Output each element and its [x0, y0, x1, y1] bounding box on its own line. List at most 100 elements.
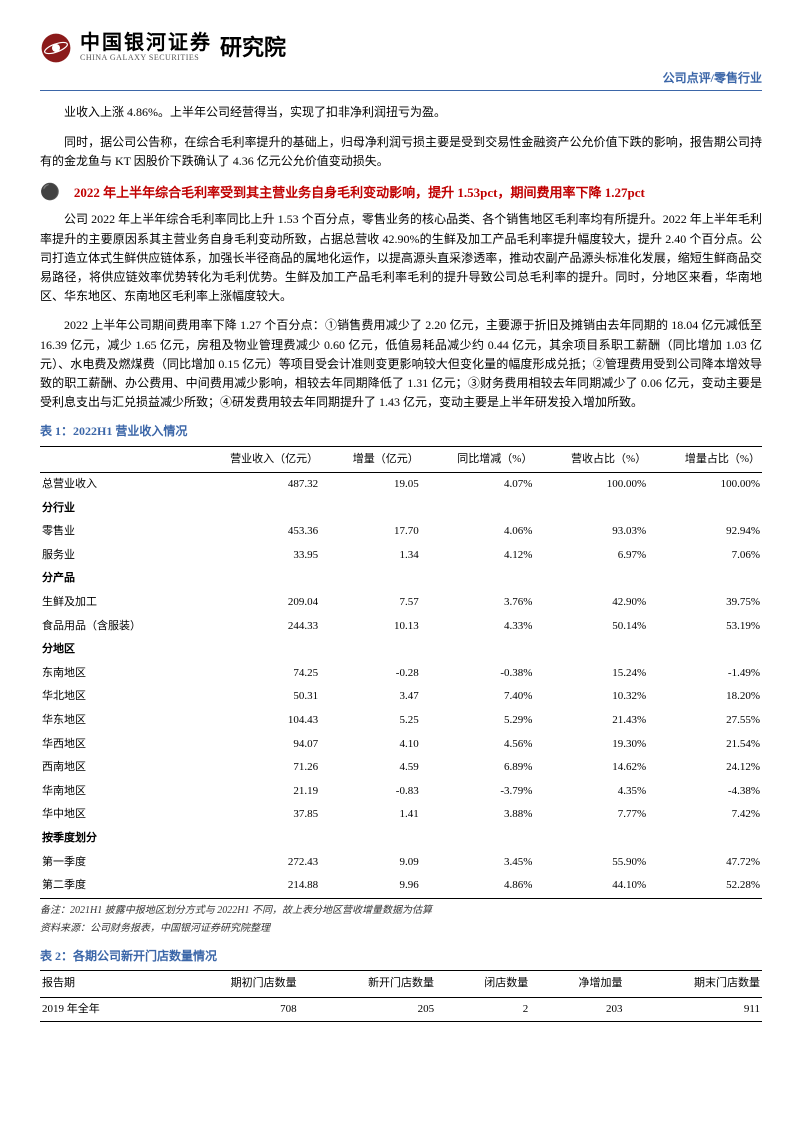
table-cell: 4.86%: [421, 874, 535, 898]
table-cell: 服务业: [40, 544, 188, 568]
table-cell: 33.95: [188, 544, 320, 568]
section-title: 2022 年上半年综合毛利率受到其主营业务自身毛利变动影响，提升 1.53pct…: [74, 183, 645, 203]
table-cell: 50.14%: [534, 615, 648, 639]
t2-col2: 新开门店数量: [299, 970, 436, 997]
table-cell: 93.03%: [534, 520, 648, 544]
table-cell: 零售业: [40, 520, 188, 544]
galaxy-logo-icon: [40, 32, 72, 64]
table-cell: -4.38%: [648, 780, 762, 804]
table-cell: 92.94%: [648, 520, 762, 544]
brand-name-cn: 中国银河证券: [80, 32, 212, 54]
table-cell: 东南地区: [40, 662, 188, 686]
table-cell: 487.32: [188, 473, 320, 497]
table-cell: 19.30%: [534, 733, 648, 757]
table-cell: 4.10: [320, 733, 421, 757]
table-cell: 总营业收入: [40, 473, 188, 497]
table-cell: 2019 年全年: [40, 997, 161, 1022]
table-cell: 14.62%: [534, 756, 648, 780]
table-cell: 4.07%: [421, 473, 535, 497]
table-cell: 272.43: [188, 851, 320, 875]
table-cell: 71.26: [188, 756, 320, 780]
table-cell: 9.96: [320, 874, 421, 898]
table-cell: 19.05: [320, 473, 421, 497]
table-cell: 214.88: [188, 874, 320, 898]
table-cell: 3.45%: [421, 851, 535, 875]
table-row: 华北地区50.313.477.40%10.32%18.20%: [40, 685, 762, 709]
table-row: 华东地区104.435.255.29%21.43%27.55%: [40, 709, 762, 733]
table-row: 华中地区37.851.413.88%7.77%7.42%: [40, 803, 762, 827]
t2-col1: 期初门店数量: [161, 970, 298, 997]
table-cell: 15.24%: [534, 662, 648, 686]
table-cell: 4.12%: [421, 544, 535, 568]
table-cell: 4.59: [320, 756, 421, 780]
table-cell: 7.40%: [421, 685, 535, 709]
table1-header-row: 营业收入（亿元） 增量（亿元） 同比增减（%） 营收占比（%） 增量占比（%）: [40, 446, 762, 473]
table-cell: 按季度划分: [40, 827, 762, 851]
table-cell: 7.06%: [648, 544, 762, 568]
table-cell: 244.33: [188, 615, 320, 639]
table-row: 第二季度214.889.964.86%44.10%52.28%: [40, 874, 762, 898]
paragraph-4: 2022 上半年公司期间费用率下降 1.27 个百分点：①销售费用减少了 2.2…: [40, 316, 762, 412]
stores-table: 报告期 期初门店数量 新开门店数量 闭店数量 净增加量 期末门店数量 2019 …: [40, 970, 762, 1022]
col-incr-share: 增量占比（%）: [648, 446, 762, 473]
table-row: 分行业: [40, 497, 762, 521]
table-cell: 10.32%: [534, 685, 648, 709]
table-cell: 203: [530, 997, 624, 1022]
table1-title: 表 1：2022H1 营业收入情况: [40, 422, 762, 441]
table1-source: 资料来源：公司财务报表，中国银河证券研究院整理: [40, 921, 762, 937]
table-cell: 104.43: [188, 709, 320, 733]
table-cell: 分地区: [40, 638, 762, 662]
table-cell: -3.79%: [421, 780, 535, 804]
table1-note: 备注：2021H1 披露中报地区划分方式与 2022H1 不同，故上表分地区营收…: [40, 903, 762, 919]
table-cell: 21.19: [188, 780, 320, 804]
table-cell: 100.00%: [534, 473, 648, 497]
table-cell: -0.38%: [421, 662, 535, 686]
table-cell: 24.12%: [648, 756, 762, 780]
col-yoy: 同比增减（%）: [421, 446, 535, 473]
table-cell: 74.25: [188, 662, 320, 686]
t2-col4: 净增加量: [530, 970, 624, 997]
page-header: 中国银河证券 CHINA GALAXY SECURITIES 研究院: [40, 30, 762, 65]
table-cell: 6.89%: [421, 756, 535, 780]
table-row: 东南地区74.25-0.28-0.38%15.24%-1.49%: [40, 662, 762, 686]
table2-header-row: 报告期 期初门店数量 新开门店数量 闭店数量 净增加量 期末门店数量: [40, 970, 762, 997]
table-cell: 生鲜及加工: [40, 591, 188, 615]
table-cell: 9.09: [320, 851, 421, 875]
col-blank: [40, 446, 188, 473]
doc-category: 公司点评/零售行业: [40, 69, 762, 88]
table-cell: 5.25: [320, 709, 421, 733]
col-share: 营收占比（%）: [534, 446, 648, 473]
t2-col0: 报告期: [40, 970, 161, 997]
table-cell: 5.29%: [421, 709, 535, 733]
table-cell: 17.70: [320, 520, 421, 544]
table-cell: 53.19%: [648, 615, 762, 639]
paragraph-2: 同时，据公司公告称，在综合毛利率提升的基础上，归母净利润亏损主要是受到交易性金融…: [40, 133, 762, 171]
table-row: 生鲜及加工209.047.573.76%42.90%39.75%: [40, 591, 762, 615]
table-row: 2019 年全年7082052203911: [40, 997, 762, 1022]
table-cell: 4.06%: [421, 520, 535, 544]
table-cell: 42.90%: [534, 591, 648, 615]
table-row: 西南地区71.264.596.89%14.62%24.12%: [40, 756, 762, 780]
table-cell: 1.34: [320, 544, 421, 568]
table-cell: 3.76%: [421, 591, 535, 615]
table-cell: 44.10%: [534, 874, 648, 898]
revenue-table: 营业收入（亿元） 增量（亿元） 同比增减（%） 营收占比（%） 增量占比（%） …: [40, 446, 762, 899]
table-cell: 分产品: [40, 567, 762, 591]
table-cell: 华西地区: [40, 733, 188, 757]
table-cell: 37.85: [188, 803, 320, 827]
table-cell: 4.56%: [421, 733, 535, 757]
table-cell: 4.33%: [421, 615, 535, 639]
table-cell: 50.31: [188, 685, 320, 709]
table-cell: 西南地区: [40, 756, 188, 780]
table-cell: 食品用品（含服装）: [40, 615, 188, 639]
table-cell: 7.57: [320, 591, 421, 615]
table-row: 服务业33.951.344.12%6.97%7.06%: [40, 544, 762, 568]
table-cell: 2: [436, 997, 530, 1022]
table-cell: 27.55%: [648, 709, 762, 733]
table-cell: 华北地区: [40, 685, 188, 709]
col-increment: 增量（亿元）: [320, 446, 421, 473]
table-cell: 华中地区: [40, 803, 188, 827]
table-cell: 18.20%: [648, 685, 762, 709]
section-heading-row: ⚫ 2022 年上半年综合毛利率受到其主营业务自身毛利变动影响，提升 1.53p…: [40, 183, 762, 203]
col-revenue: 营业收入（亿元）: [188, 446, 320, 473]
